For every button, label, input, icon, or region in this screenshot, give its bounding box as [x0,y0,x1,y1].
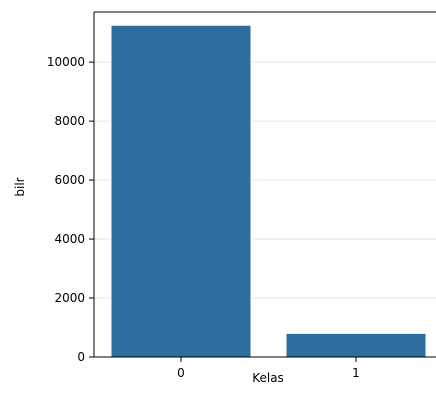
y-tick-label: 8000 [54,114,85,128]
y-axis-ticks: 0 2000 4000 6000 8000 10000 [47,55,94,364]
y-tick-label: 4000 [54,232,85,246]
bar-0 [110,24,252,358]
x-axis-label: Kelas [252,371,284,385]
y-tick-label: 0 [77,350,85,364]
x-tick-label: 1 [352,366,360,380]
x-tick-label: 0 [177,366,185,380]
bar-1 [285,332,427,358]
y-tick-label: 6000 [54,173,85,187]
bars-layer [110,24,427,358]
y-tick-label: 10000 [47,55,85,69]
y-tick-label: 2000 [54,291,85,305]
y-axis-label: bilr [13,177,27,196]
